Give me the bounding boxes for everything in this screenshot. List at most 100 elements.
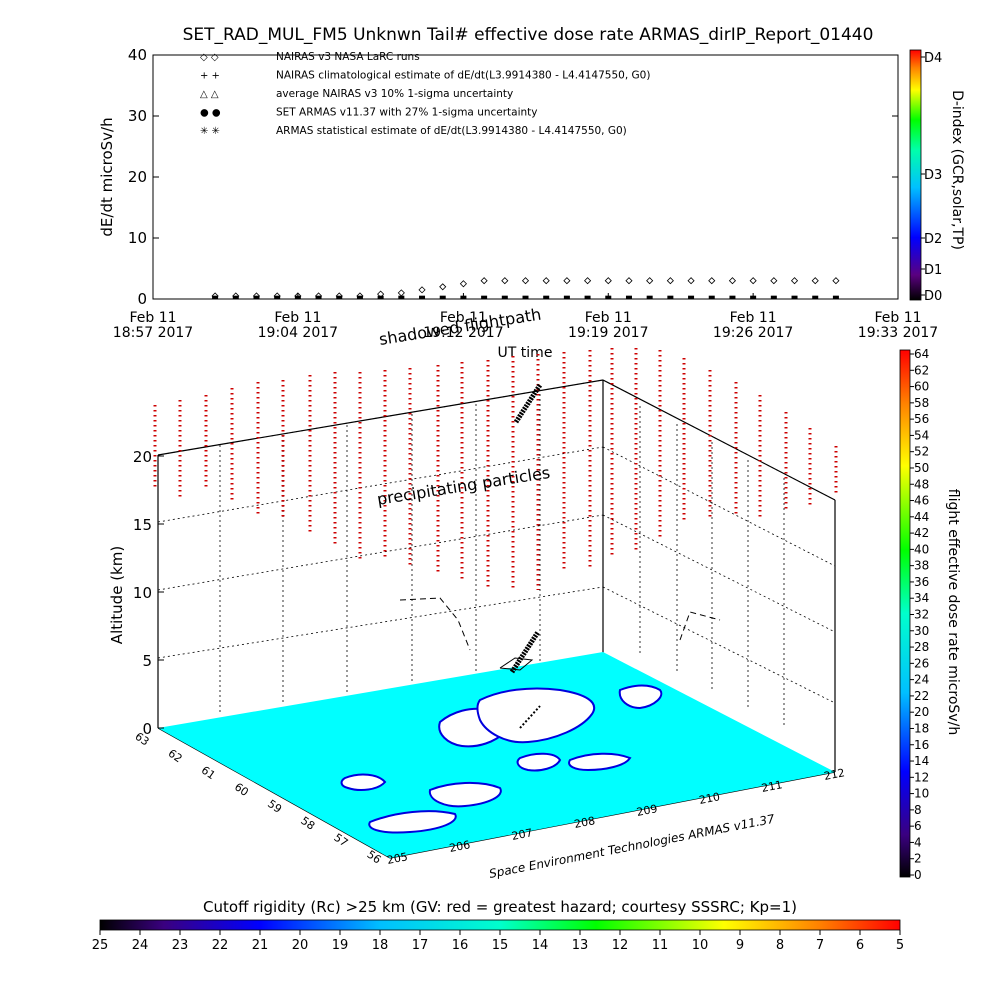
dose-y-axis: 0 10 20 30 40	[128, 46, 898, 308]
nairas-point	[770, 277, 778, 285]
dose-y-tick-label: 30	[128, 107, 147, 125]
dose-colorbar-tick-label: 0	[914, 868, 922, 882]
dose-colorbar-tick-label: 54	[914, 428, 929, 442]
armas-point	[315, 295, 322, 299]
dindex-tick-label: D2	[924, 232, 942, 247]
nairas-point	[604, 277, 612, 285]
nairas-point	[542, 277, 550, 285]
dose-y-tick-label: 10	[128, 229, 147, 247]
latitude-tick-label: 58	[298, 814, 317, 833]
dose-x-tick-date: Feb 11	[730, 310, 777, 326]
dose-colorbar-tick-label: 62	[914, 363, 929, 377]
dose-colorbar-tick-label: 32	[914, 608, 929, 622]
rigidity-tick-label: 5	[896, 938, 904, 953]
nairas-point	[397, 289, 405, 297]
rigidity-colorbar-gradient	[99, 919, 901, 931]
precipitating-particles	[153, 348, 838, 590]
dose-colorbar-gradient	[899, 349, 911, 878]
dose-colorbar-tick-label: 60	[914, 380, 929, 394]
nairas-point	[790, 277, 799, 285]
rigidity-colorbar-ticks: 25 24 23 22 21 20 19 18 17 16 15 14 13 12 11 10 9 8 7 6 5	[92, 930, 904, 953]
nairas-point	[211, 292, 219, 300]
dose-colorbar-tick-label: 22	[914, 689, 929, 703]
armas-point	[356, 295, 363, 299]
dose-colorbar-tick-label: 48	[914, 477, 929, 491]
dose-x-tick-date: Feb 11	[274, 310, 321, 326]
dose-colorbar-tick-label: 30	[914, 624, 929, 638]
dose-colorbar-label: flight effective dose rate microSv/h	[945, 489, 961, 735]
rigidity-colorbar: Cutoff rigidity (Rc) >25 km (GV: red = g…	[92, 898, 904, 953]
rigidity-tick-label: 14	[532, 938, 549, 953]
nairas-point	[687, 277, 695, 285]
nairas-point	[584, 277, 592, 285]
dose-x-tick-date: Feb 11	[874, 310, 921, 326]
latitude-tick-label: 60	[232, 780, 251, 799]
nairas-point	[418, 286, 426, 294]
rigidity-tick-label: 20	[292, 938, 309, 953]
rigidity-tick-label: 19	[332, 938, 349, 953]
dose-x-tick-time: 19:12 2017	[423, 325, 503, 341]
altitude-tick-label: 10	[133, 584, 152, 602]
dose-colorbar-tick-label: 18	[914, 721, 929, 735]
legend-entry: average NAIRAS v3 10% 1-sigma uncertaint…	[276, 88, 513, 100]
dose-colorbar-tick-label: 46	[914, 494, 929, 508]
nairas-point	[749, 277, 757, 285]
dindex-tick-label: D1	[924, 263, 942, 278]
longitude-tick-label: 206	[448, 838, 471, 855]
dose-colorbar-tick-label: 14	[914, 754, 929, 768]
legend-symbol: ● ●	[200, 108, 221, 119]
dose-colorbar-tick-label: 20	[914, 705, 929, 719]
armas-point	[750, 295, 757, 299]
precipitating-particles-label: precipitating particles	[376, 463, 552, 509]
nairas-point	[811, 277, 819, 285]
armas-point	[543, 295, 550, 299]
latitude-tick-label: 61	[199, 764, 218, 783]
dose-colorbar: 0246810121416182022242628303234363840424…	[899, 347, 961, 882]
legend-symbol: + +	[200, 71, 220, 82]
dose-colorbar-tick-label: 24	[914, 673, 929, 687]
nairas-point	[708, 277, 716, 285]
dose-colorbar-tick-label: 12	[914, 770, 929, 784]
altitude-tick-label: 20	[133, 448, 152, 466]
dose-colorbar-tick-label: 44	[914, 510, 929, 524]
flight-path-ground-track	[519, 705, 541, 729]
dindex-colorbar: D0 D1 D2 D3 D4 D-index (GCR,solar,TP)	[909, 49, 965, 304]
dose-y-tick-label: 20	[128, 168, 147, 186]
nairas-point	[728, 277, 737, 285]
flight-path-climb	[509, 630, 541, 674]
altitude-axis-label: Altitude (km)	[108, 546, 126, 644]
rigidity-tick-label: 11	[652, 938, 669, 953]
flight-3d-panel: shadowed flightpath precipitating partic…	[108, 305, 846, 881]
rigidity-tick-label: 17	[412, 938, 429, 953]
rigidity-tick-label: 12	[612, 938, 629, 953]
rigidity-tick-label: 22	[212, 938, 229, 953]
longitude-tick-label: 210	[698, 790, 721, 807]
dose-x-tick-time: 18:57 2017	[113, 325, 193, 341]
dindex-tick-label: D3	[924, 168, 942, 183]
altitude-tick-label: 0	[142, 720, 152, 738]
dose-colorbar-tick-label: 16	[914, 738, 929, 752]
dose-colorbar-tick-label: 28	[914, 640, 929, 654]
rigidity-colorbar-label: Cutoff rigidity (Rc) >25 km (GV: red = g…	[203, 898, 797, 916]
nairas-point	[501, 277, 509, 285]
rigidity-tick-label: 7	[816, 938, 824, 953]
legend-entry: NAIRAS climatological estimate of dE/dt(…	[276, 70, 650, 82]
armas-point	[791, 295, 798, 299]
armas-point	[274, 295, 281, 299]
flight-path-side-projection	[679, 611, 721, 641]
rigidity-tick-label: 10	[692, 938, 709, 953]
dose-y-axis-label: dE/dt microSv/h	[98, 117, 116, 236]
armas-point	[605, 295, 612, 299]
nairas-point	[335, 292, 343, 300]
armas-point	[832, 295, 839, 299]
armas-point	[212, 295, 219, 299]
armas-point	[460, 295, 467, 299]
rigidity-tick-label: 6	[856, 938, 864, 953]
armas-point	[501, 295, 508, 299]
armas-point	[625, 295, 632, 299]
armas-point	[253, 295, 260, 299]
dose-colorbar-tick-label: 38	[914, 559, 929, 573]
chart-title: SET_RAD_MUL_FM5 Unknwn Tail# effective d…	[183, 25, 874, 45]
